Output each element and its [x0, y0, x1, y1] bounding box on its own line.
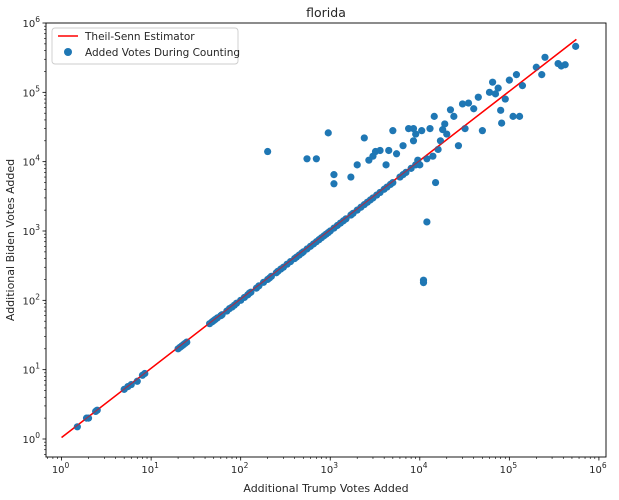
data-point [418, 127, 426, 135]
data-point [429, 152, 437, 160]
data-point [389, 127, 397, 135]
x-axis-label: Additional Trump Votes Added [243, 482, 408, 495]
data-point [485, 88, 494, 96]
legend-label-estimator: Theil-Senn Estimator [84, 31, 195, 43]
data-point [342, 215, 350, 223]
data-point [538, 71, 546, 79]
data-point [385, 146, 393, 155]
data-point [501, 95, 509, 103]
data-point [509, 112, 517, 120]
y-tick-label: 106 [22, 15, 40, 30]
data-point [431, 178, 440, 187]
data-point [446, 106, 455, 114]
data-point [561, 61, 569, 69]
x-tick-label: 104 [410, 461, 428, 476]
data-point [264, 147, 272, 156]
data-point [491, 90, 500, 98]
legend-label-added-votes: Added Votes During Counting [85, 47, 240, 59]
data-point [541, 53, 549, 61]
data-point [458, 100, 467, 108]
x-tick-label: 101 [141, 461, 159, 476]
theil-sen-line-overlay [61, 38, 577, 439]
data-point [450, 112, 458, 120]
legend-dot-swatch [64, 48, 72, 56]
data-point [392, 150, 401, 158]
y-axis-label: Additional Biden Votes Added [4, 159, 17, 321]
x-tick-label: 105 [500, 461, 518, 476]
data-point [423, 218, 431, 226]
data-point [312, 155, 320, 163]
data-point [360, 134, 368, 142]
x-axis-ticks: 100 101 102 103 104 105 106 [47, 457, 607, 476]
y-tick-label: 104 [22, 154, 40, 169]
data-point [330, 180, 338, 188]
data-point [498, 119, 506, 127]
data-point [330, 171, 338, 179]
data-point [489, 78, 497, 86]
data-point [478, 127, 486, 135]
data-point [515, 112, 524, 120]
data-point [474, 93, 482, 101]
data-point [416, 161, 424, 169]
data-point [389, 178, 397, 187]
legend: Theil-Senn Estimator Added Votes During … [51, 27, 240, 65]
data-point [412, 130, 420, 138]
data-point [84, 414, 93, 422]
y-axis-ticks: 100 101 102 103 104 105 106 [22, 15, 46, 455]
data-point [464, 99, 473, 107]
chart-title: florida [306, 5, 346, 20]
data-point [376, 146, 384, 155]
x-tick-label: 100 [52, 461, 70, 476]
y-tick-label: 100 [22, 431, 40, 446]
data-point [73, 423, 81, 431]
data-point [505, 76, 513, 84]
data-point [512, 71, 521, 79]
data-point [347, 173, 355, 181]
data-point [353, 161, 361, 169]
data-point [430, 112, 438, 120]
data-point [183, 338, 191, 346]
data-point [572, 42, 580, 50]
legend-frame [51, 27, 239, 65]
x-tick-label: 102 [231, 461, 249, 476]
y-tick-label: 105 [22, 84, 40, 99]
data-point [324, 129, 332, 137]
x-tick-label: 106 [589, 461, 607, 476]
data-point [419, 279, 428, 287]
data-point [402, 168, 410, 177]
data-point [426, 124, 434, 133]
data-point [303, 155, 311, 163]
data-point [454, 142, 463, 150]
data-point [441, 120, 449, 128]
plot-area [61, 38, 580, 439]
data-point [409, 124, 418, 133]
data-point [470, 105, 478, 113]
data-point [518, 82, 527, 90]
data-point [443, 130, 451, 138]
data-point [133, 377, 141, 385]
y-tick-label: 103 [22, 223, 40, 238]
data-point [399, 142, 407, 150]
data-point [382, 161, 390, 169]
data-point [497, 106, 505, 114]
x-tick-label: 103 [320, 461, 338, 476]
data-point [494, 84, 502, 92]
y-tick-label: 102 [22, 292, 40, 307]
data-point [409, 137, 418, 145]
y-tick-label: 101 [22, 362, 40, 377]
